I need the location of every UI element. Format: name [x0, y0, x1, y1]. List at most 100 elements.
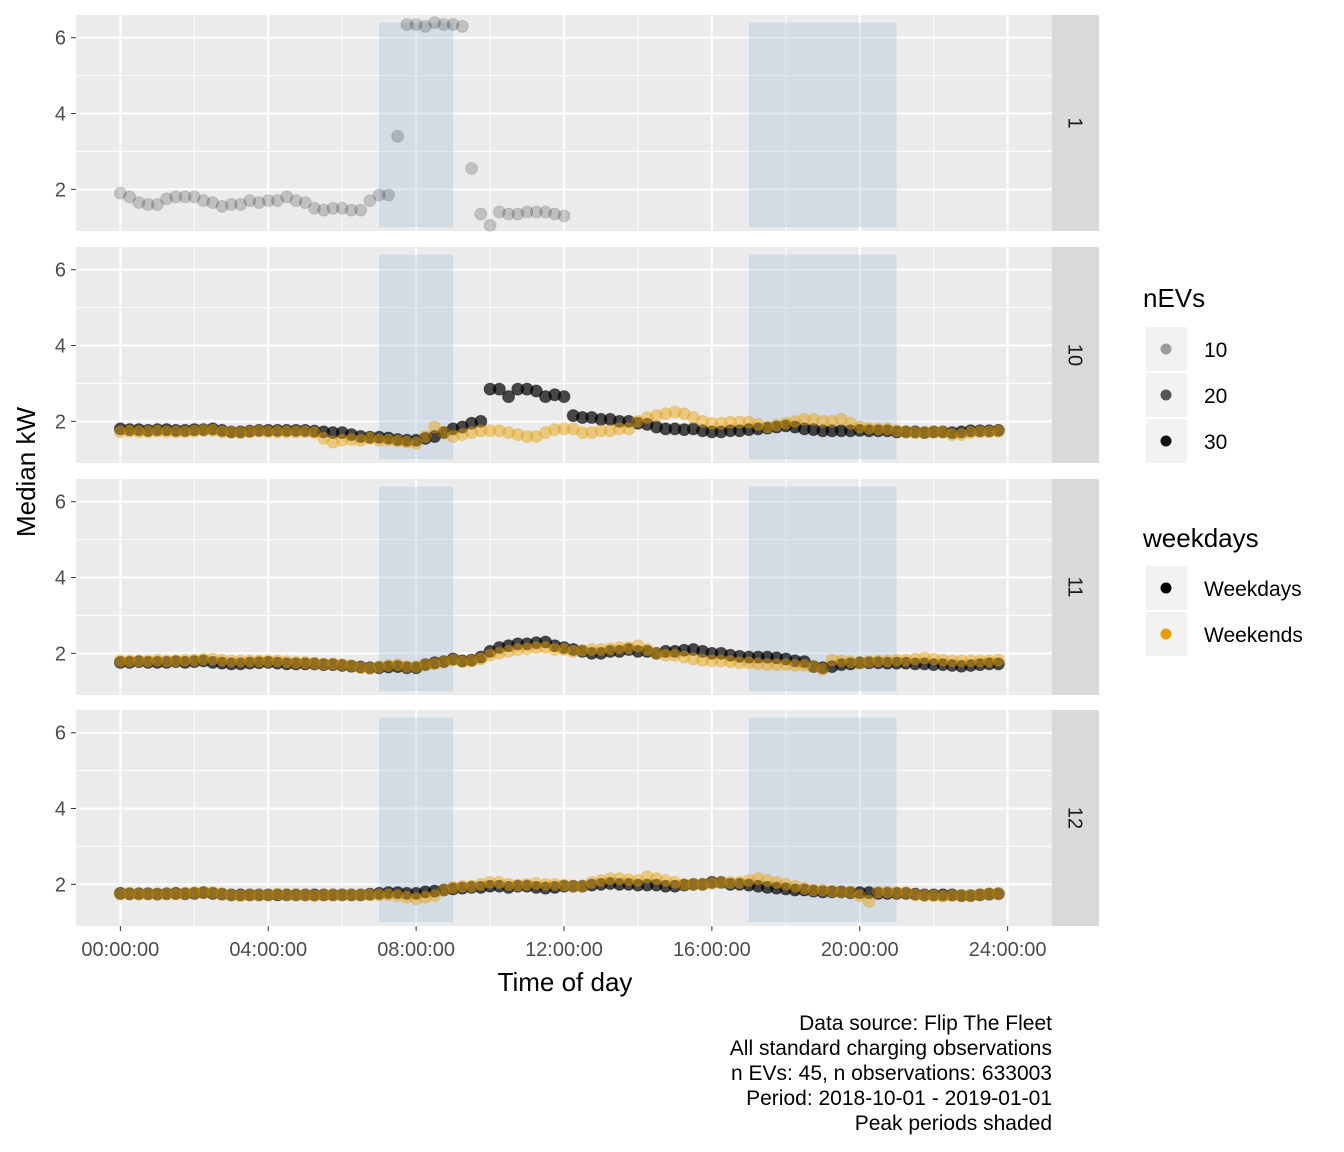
- data-point: [705, 416, 719, 430]
- data-point: [261, 654, 275, 668]
- data-point: [261, 888, 275, 902]
- data-point: [511, 207, 525, 221]
- data-point: [418, 429, 432, 443]
- data-point: [428, 889, 442, 903]
- data-point: [354, 661, 368, 675]
- data-point: [557, 643, 571, 657]
- data-point: [733, 656, 747, 670]
- data-point: [714, 875, 728, 889]
- data-point: [797, 412, 811, 426]
- data-point: [465, 654, 479, 668]
- data-point: [418, 19, 432, 33]
- x-axis: 00:00:00 04:00:00 08:00:00 12:00:00 16:00:00…: [81, 926, 1047, 961]
- caption-line: Peak periods shaded: [854, 1112, 1052, 1135]
- data-point: [945, 889, 959, 903]
- data-point: [381, 658, 395, 672]
- data-point: [113, 425, 127, 439]
- data-point: [437, 883, 451, 897]
- data-point: [335, 201, 349, 215]
- data-point: [113, 186, 127, 200]
- y-tick-label: 2: [55, 179, 66, 201]
- data-point: [714, 654, 728, 668]
- data-point: [243, 425, 257, 439]
- data-point: [520, 429, 534, 443]
- data-point: [566, 644, 580, 658]
- data-point: [760, 420, 774, 434]
- data-point: [372, 888, 386, 902]
- data-point: [178, 886, 192, 900]
- data-point: [594, 424, 608, 438]
- data-point: [160, 192, 174, 206]
- data-point: [668, 875, 682, 889]
- data-point: [622, 422, 636, 436]
- data-point: [575, 879, 589, 893]
- data-point: [381, 433, 395, 447]
- data-point: [317, 431, 331, 445]
- data-point: [640, 643, 654, 657]
- data-point: [862, 894, 876, 908]
- data-point: [132, 887, 146, 901]
- legend-key-point: [1160, 389, 1172, 401]
- data-point: [733, 415, 747, 429]
- data-point: [150, 424, 164, 438]
- data-point: [502, 877, 516, 891]
- data-point: [871, 654, 885, 668]
- y-tick-label: 2: [55, 643, 66, 665]
- data-point: [123, 190, 137, 204]
- facet-panel: 2 4 6 10: [55, 247, 1099, 463]
- data-point: [243, 888, 257, 902]
- data-point: [520, 205, 534, 219]
- data-point: [234, 426, 248, 440]
- data-point: [169, 887, 183, 901]
- facet-strip-label: 12: [1064, 807, 1086, 829]
- data-point: [954, 428, 968, 442]
- data-point: [252, 888, 266, 902]
- data-point: [714, 416, 728, 430]
- data-point: [437, 17, 451, 31]
- data-point: [474, 207, 488, 221]
- data-point: [908, 888, 922, 902]
- data-point: [908, 652, 922, 666]
- data-point: [428, 16, 442, 30]
- data-point: [400, 890, 414, 904]
- data-point: [492, 205, 506, 219]
- data-point: [307, 426, 321, 440]
- facet-strip: [1052, 710, 1099, 926]
- data-point: [696, 877, 710, 891]
- data-point: [760, 874, 774, 888]
- data-point: [991, 887, 1005, 901]
- data-point: [557, 878, 571, 892]
- data-point: [289, 194, 303, 208]
- data-point: [391, 434, 405, 448]
- data-point: [890, 653, 904, 667]
- data-point: [733, 875, 747, 889]
- y-axis-title: Median kW: [11, 407, 41, 537]
- facet-strip-label: 11: [1064, 577, 1086, 598]
- data-point: [575, 643, 589, 657]
- data-point: [169, 425, 183, 439]
- data-point: [973, 888, 987, 902]
- data-point: [520, 642, 534, 656]
- facet-panel: 2 4 6 12: [55, 710, 1099, 926]
- data-point: [751, 417, 765, 431]
- data-point: [187, 886, 201, 900]
- facet-strip-label: 10: [1064, 344, 1086, 366]
- data-point: [529, 384, 543, 398]
- data-point: [252, 654, 266, 668]
- data-point: [335, 658, 349, 672]
- data-point: [548, 423, 562, 437]
- data-point: [612, 422, 626, 436]
- data-point: [474, 652, 488, 666]
- data-point: [113, 887, 127, 901]
- series-weekends: [113, 639, 1005, 676]
- data-point: [224, 425, 238, 439]
- data-point: [677, 877, 691, 891]
- data-point: [160, 887, 174, 901]
- x-tick-label: 20:00:00: [821, 939, 899, 961]
- caption-line: n EVs: 45, n observations: 633003: [730, 1062, 1052, 1085]
- data-point: [954, 654, 968, 668]
- x-tick-label: 08:00:00: [377, 939, 455, 961]
- data-point: [141, 197, 155, 211]
- data-point: [612, 872, 626, 886]
- data-point: [917, 889, 931, 903]
